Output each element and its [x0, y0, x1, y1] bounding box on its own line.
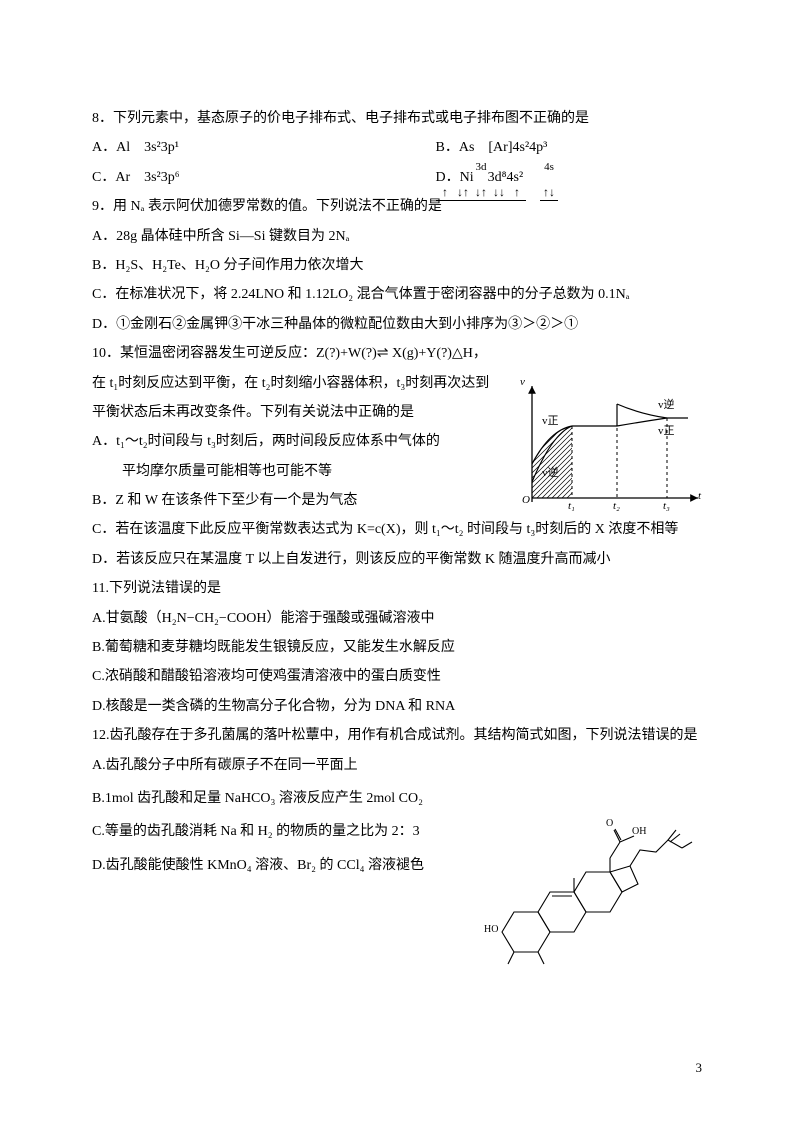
- q8-row1: A．Al 3s²3p¹ B．As [Ar]4s²4p³: [92, 133, 702, 162]
- q11-B: B.葡萄糖和麦芽糖均既能发生银镜反应，又能发生水解反应: [92, 633, 702, 662]
- q11-C: C.浓硝酸和醋酸铅溶液均可使鸡蛋清溶液中的蛋白质变性: [92, 662, 702, 691]
- mol-OH: OH: [632, 826, 646, 837]
- q9-D: D．①金刚石②金属钾③干冰三种晶体的微粒配位数由大到小排序为③＞②＞①: [92, 310, 702, 339]
- orbital-label-3d: 3d: [476, 156, 487, 179]
- q9-C: C．在标准状况下，将 2.24LNO 和 1.12LO₂ 混合气体置于密闭容器中…: [92, 280, 702, 309]
- q11-stem: 11.下列说法错误的是: [92, 574, 702, 603]
- graph-svg: [512, 378, 708, 518]
- q12-B: B.1mol 齿孔酸和足量 NaHCO₃ 溶液反应产生 2mol CO₂: [92, 784, 702, 813]
- q9-A: A．28g 晶体硅中所含 Si—Si 键数目为 2Nₐ: [92, 222, 702, 251]
- q12-stem: 12.齿孔酸存在于多孔菌属的落叶松蕈中，用作有机合成试剂。其结构简式如图，下列说…: [92, 721, 702, 750]
- graph-y-label: v: [520, 376, 525, 388]
- graph-x-label: t: [698, 490, 701, 502]
- graph-tick-t1: t₁: [568, 500, 575, 512]
- graph-v-low-left: v逆: [542, 464, 559, 480]
- q8-row2: C．Ar 3s²3p⁶ D．Ni 3d⁸4s²: [92, 163, 702, 192]
- q9-B: B．H₂S、H₂Te、H₂O 分子间作用力依次增大: [92, 251, 702, 280]
- q10-graph: v t O t₁ t₂ t₃ v正 v逆 v逆 v正: [512, 378, 708, 518]
- q12-A: A.齿孔酸分子中所有碳原子不在同一平面上: [92, 751, 702, 780]
- q9-stem: 9．用 Nₐ 表示阿伏加德罗常数的值。下列说法不正确的是: [92, 192, 702, 221]
- q10-D: D．若该反应只在某温度 T 以上自发进行，则该反应的平衡常数 K 随温度升高而减…: [92, 545, 702, 574]
- graph-v-top-left: v正: [542, 412, 559, 428]
- q8-C: C．Ar 3s²3p⁶: [92, 163, 432, 192]
- graph-v-top-right: v逆: [658, 396, 675, 412]
- q10-stem: 10．某恒温密闭容器发生可逆反应：Z(?)+W(?)⇌ X(g)+Y(?)△H，: [92, 339, 702, 368]
- q11-A: A.甘氨酸（H₂N−CH₂−COOH）能溶于强酸或强碱溶液中: [92, 604, 702, 633]
- q10-C: C．若在该温度下此反应平衡常数表达式为 K=c(X)，则 t₁～t₂ 时间段与 …: [92, 515, 702, 544]
- graph-tick-t3: t₃: [663, 500, 670, 512]
- molecule-svg: [490, 812, 700, 972]
- orbital-label-4s: 4s: [544, 156, 554, 179]
- graph-tick-t2: t₂: [613, 500, 620, 512]
- mol-HO: HO: [484, 924, 498, 935]
- q8-stem: 8．下列元素中，基态原子的价电子排布式、电子排布式或电子排布图不正确的是: [92, 104, 702, 133]
- graph-v-mid-right: v正: [658, 422, 675, 438]
- q11-D: D.核酸是一类含磷的生物高分子化合物，分为 DNA 和 RNA: [92, 692, 702, 721]
- q8-A: A．Al 3s²3p¹: [92, 133, 432, 162]
- page-number: 3: [696, 1060, 703, 1076]
- mol-O: O: [606, 818, 613, 829]
- q12-molecule: HO O OH: [490, 812, 700, 972]
